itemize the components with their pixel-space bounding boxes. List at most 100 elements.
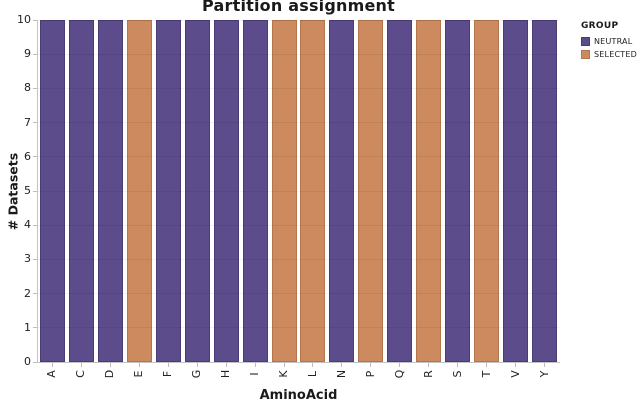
x-tick-mark [486,362,488,367]
bar-s [445,20,471,362]
y-tick-label: 4 [24,218,31,232]
x-tick-label: G [190,369,204,379]
x-tick-label: Y [537,370,551,378]
x-axis-title: AminoAcid [259,388,338,400]
x-tick-mark [138,362,140,367]
x-tick-label: S [450,370,464,378]
gridline [38,224,559,226]
y-tick-label: 9 [24,47,31,61]
legend-swatch-selected [581,50,590,59]
bar-p [358,20,384,362]
x-tick-label: A [45,370,59,378]
bar-g [184,20,210,362]
y-tick-mark [33,53,38,55]
x-tick-mark [254,362,256,367]
y-tick-mark [33,19,38,21]
x-tick-mark [544,362,546,367]
x-tick-label: P [363,370,377,378]
x-tick-mark [399,362,401,367]
bar-a [39,20,65,362]
gridline [38,122,559,124]
x-tick-label: D [103,369,117,379]
x-tick-mark [51,362,53,367]
x-tick-label: H [219,369,233,379]
legend-swatch-neutral [581,37,590,46]
gridline [38,53,559,55]
y-tick-mark [33,361,38,363]
y-tick-mark [33,293,38,295]
x-tick-label: Q [392,369,406,379]
y-tick-label: 5 [24,184,31,197]
x-tick-label: K [277,370,291,378]
x-tick-label: N [334,369,348,379]
gridline [38,19,559,21]
bar-v [503,20,529,362]
bar-t [474,20,500,362]
y-tick-label: 0 [24,355,31,368]
bar-y [532,20,558,362]
bar-k [271,20,297,362]
x-tick-mark [341,362,343,367]
x-tick-mark [370,362,372,367]
y-tick-label: 10 [17,13,31,26]
legend: GROUP NEUTRAL SELECTED [581,21,637,63]
y-tick-mark [33,327,38,329]
legend-label: SELECTED [594,50,637,59]
x-tick-mark [196,362,198,367]
legend-title: GROUP [581,21,619,31]
x-axis-line [37,362,560,363]
y-tick-label: 2 [24,286,31,300]
x-tick-label: E [132,370,146,378]
gridline [38,87,559,89]
x-tick-label: F [161,370,175,378]
y-tick-label: 7 [24,115,31,129]
bar-f [155,20,181,362]
bar-l [300,20,326,362]
x-tick-label: V [508,370,522,378]
x-tick-mark [167,362,169,367]
bar-h [213,20,239,362]
gridline [38,293,559,295]
x-tick-mark [109,362,111,367]
x-tick-mark [312,362,314,367]
x-tick-mark [428,362,430,367]
bar-r [416,20,442,362]
x-tick-label: R [421,370,435,378]
x-tick-mark [457,362,459,367]
y-tick-mark [33,190,38,192]
y-tick-label: 6 [24,149,31,163]
legend-item-selected: SELECTED [581,50,637,59]
x-tick-mark [225,362,227,367]
y-tick-mark [33,258,38,260]
bar-n [329,20,355,362]
y-tick-mark [33,156,38,158]
x-tick-label: L [305,370,319,378]
legend-label: NEUTRAL [594,37,633,46]
gridline [38,190,559,192]
x-tick-mark [515,362,517,367]
x-tick-label: I [248,372,262,376]
y-axis-line [37,20,38,363]
x-tick-mark [80,362,82,367]
y-tick-label: 8 [24,81,31,95]
y-tick-label: 1 [24,320,31,334]
y-tick-mark [33,224,38,226]
x-tick-label: C [74,370,88,378]
y-tick-mark [33,122,38,124]
x-tick-label: T [479,370,493,378]
x-tick-mark [283,362,285,367]
bar-e [126,20,152,362]
bar-q [387,20,413,362]
y-tick-mark [33,87,38,89]
chart-title: Partition assignment [202,0,395,15]
legend-items: NEUTRAL SELECTED [581,37,637,59]
legend-item-neutral: NEUTRAL [581,37,637,46]
bar-c [68,20,94,362]
gridline [38,258,559,260]
gridline [38,327,559,329]
bar-i [242,20,268,362]
y-tick-label: 3 [24,252,31,266]
gridline [38,156,559,158]
bar-d [97,20,123,362]
